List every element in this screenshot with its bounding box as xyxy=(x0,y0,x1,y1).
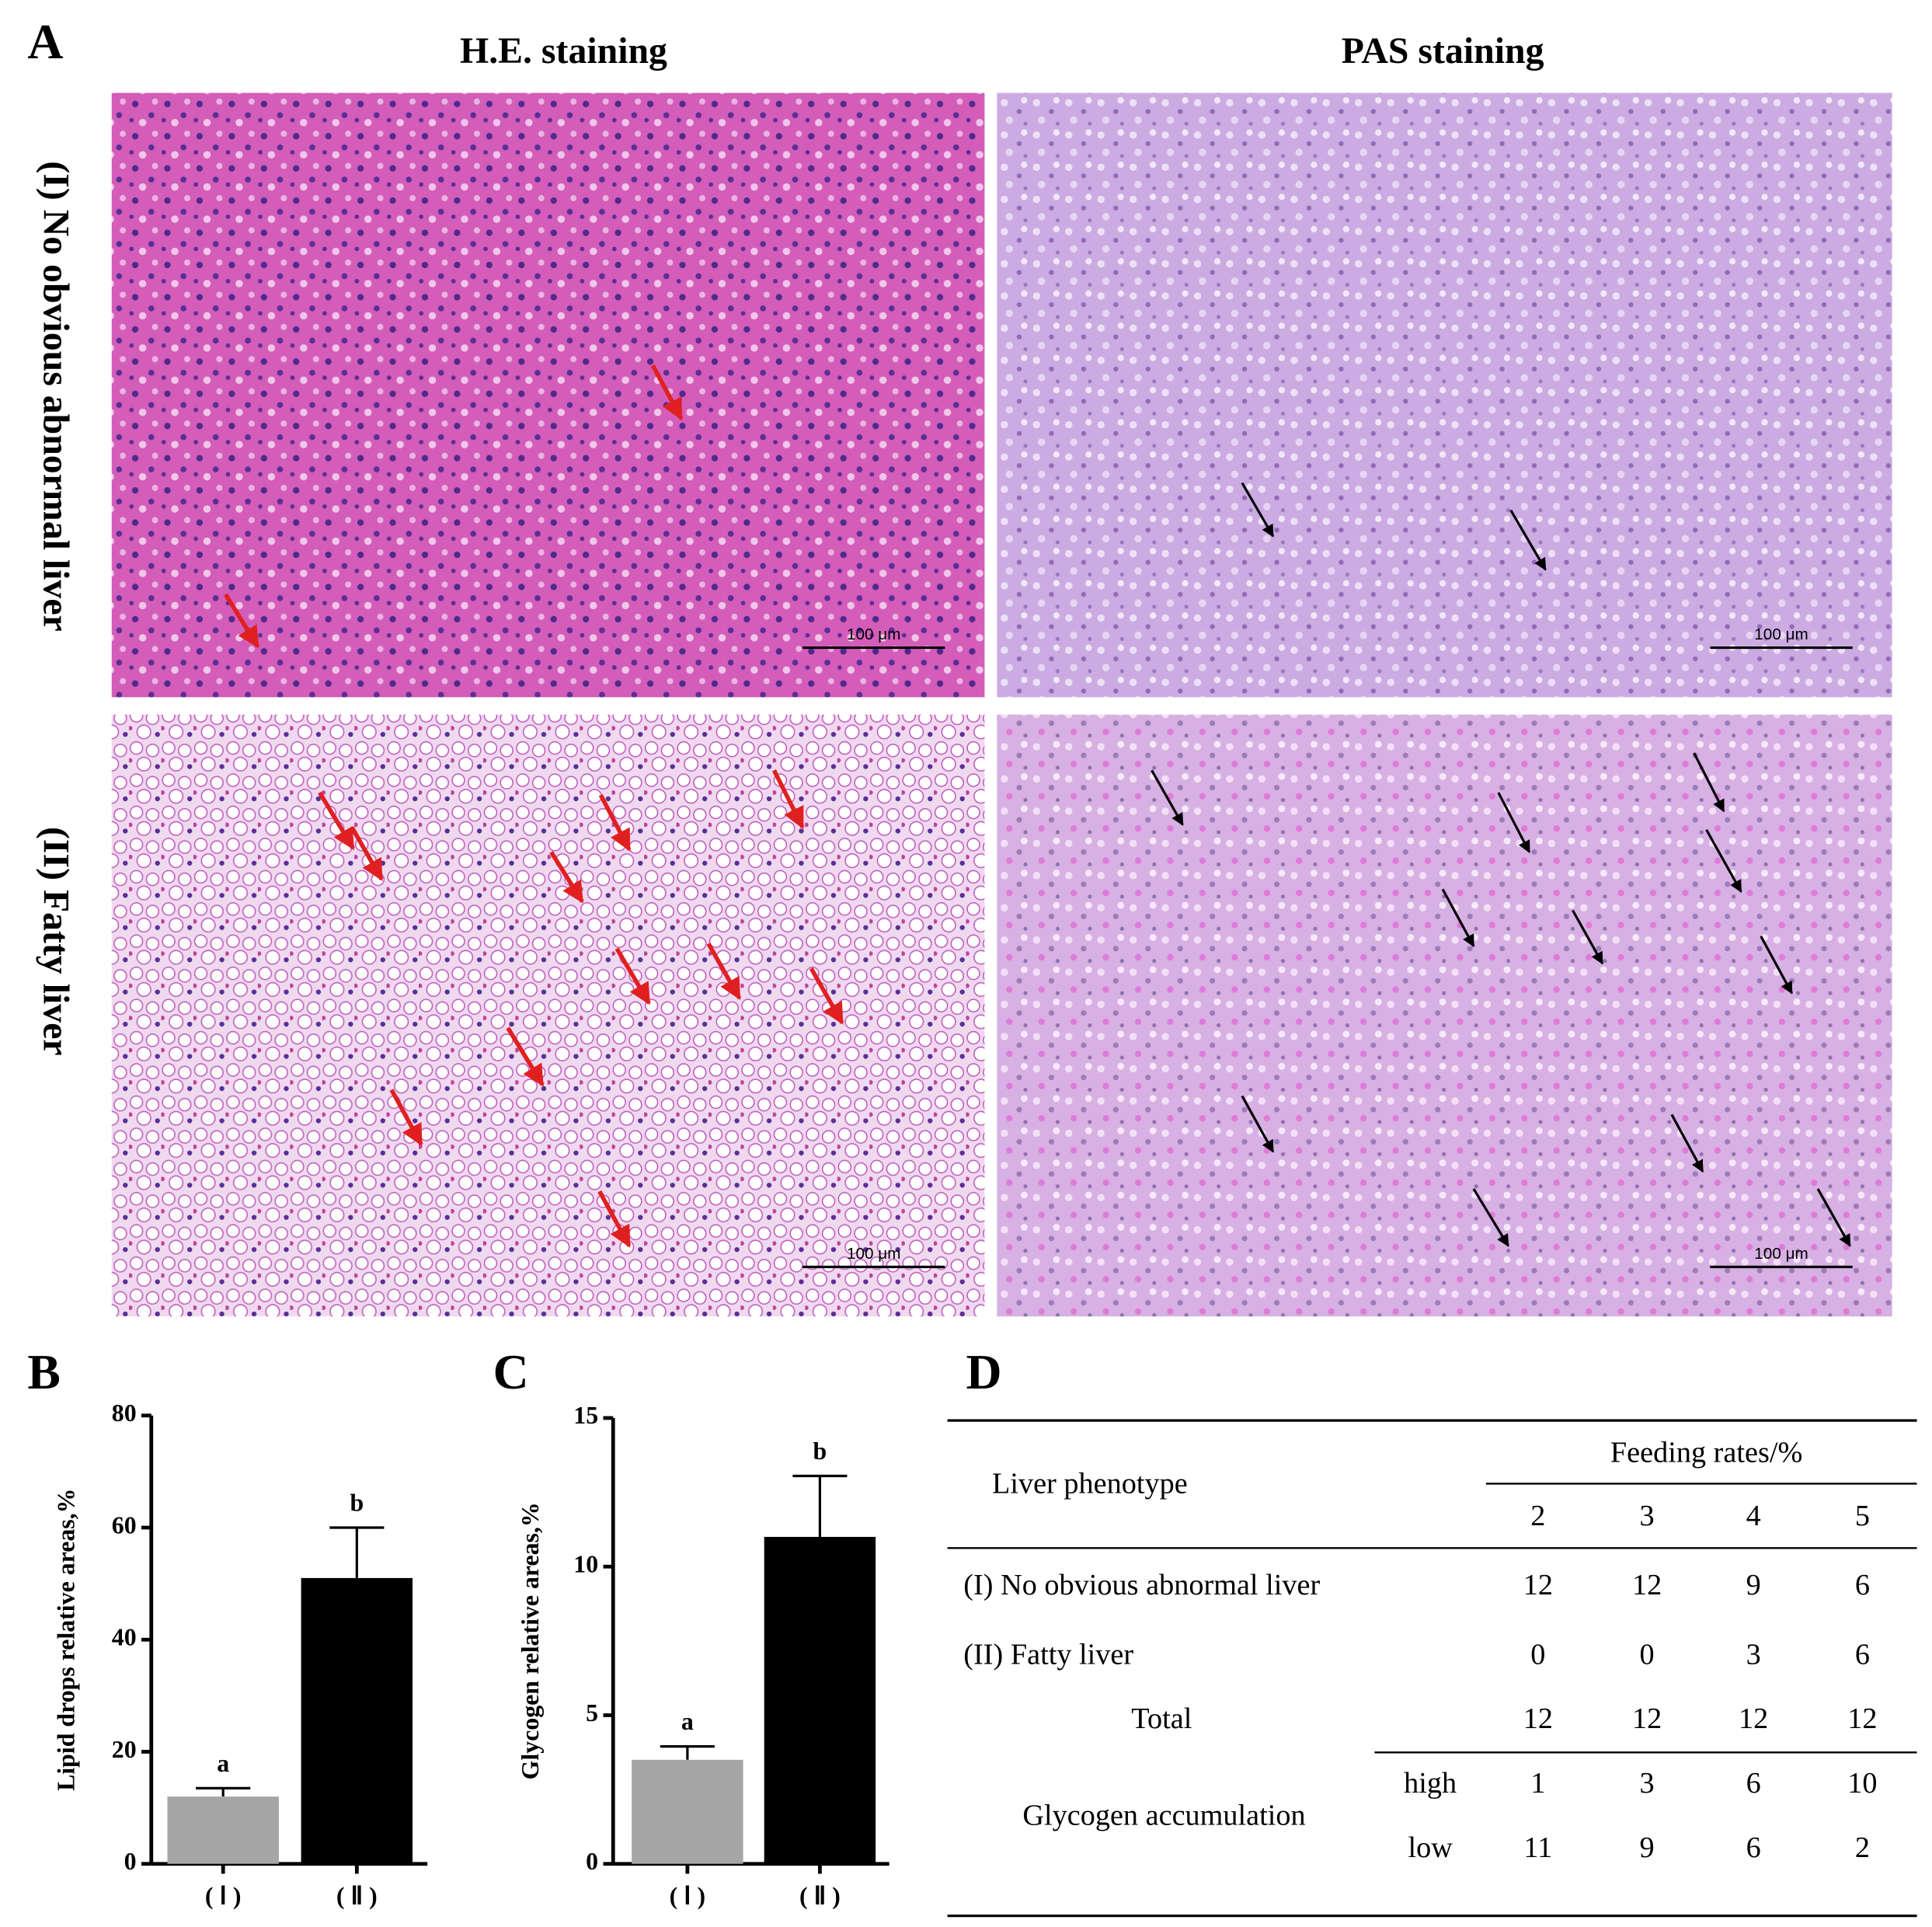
table-cell: 0 xyxy=(1530,1638,1545,1671)
row-label: (II) Fatty liver xyxy=(35,827,76,1056)
table-column: 2 xyxy=(1530,1500,1545,1532)
table-column: 3 xyxy=(1640,1500,1655,1532)
arrow xyxy=(1693,752,1725,813)
arrow xyxy=(809,967,844,1025)
arrow xyxy=(1472,1188,1509,1247)
arrow xyxy=(1816,1188,1851,1247)
panel-label: A xyxy=(27,14,63,69)
significance-label: a xyxy=(681,1708,694,1735)
x-tick-label: ( Ⅰ ) xyxy=(670,1883,706,1910)
column-title: PAS staining xyxy=(1342,30,1544,71)
table-cell: 12 xyxy=(1523,1702,1553,1735)
table-cell: 6 xyxy=(1746,1767,1761,1800)
row-label: (I) No obvious abnormal liver xyxy=(963,1569,1320,1601)
row-label: high xyxy=(1404,1767,1457,1800)
row-group-label: Glycogen accumulation xyxy=(1022,1800,1305,1832)
table-cell: 9 xyxy=(1640,1831,1655,1864)
table-group-header: Feeding rates/% xyxy=(1610,1437,1803,1469)
bar xyxy=(764,1536,876,1864)
row-label: low xyxy=(1408,1831,1453,1864)
arrow xyxy=(1509,509,1547,571)
y-tick-label: 5 xyxy=(586,1699,598,1727)
arrow xyxy=(598,793,632,852)
arrow xyxy=(706,943,742,1001)
table-cell: 12 xyxy=(1523,1569,1553,1601)
table-cell: 3 xyxy=(1746,1638,1761,1671)
y-tick-label: 20 xyxy=(112,1736,137,1763)
arrow xyxy=(1760,936,1793,995)
significance-label: a xyxy=(217,1750,229,1777)
row-label: (II) Fatty liver xyxy=(963,1638,1133,1671)
table-cell: 9 xyxy=(1746,1569,1761,1601)
table-column: 4 xyxy=(1746,1500,1761,1532)
arrow xyxy=(1241,482,1275,538)
table-cell: 2 xyxy=(1855,1831,1870,1864)
arrow xyxy=(597,1190,632,1248)
panel-label: D xyxy=(966,1344,1002,1399)
arrow xyxy=(506,1026,545,1087)
table-cell: 0 xyxy=(1640,1638,1655,1671)
table-header: Liver phenotype xyxy=(992,1467,1188,1500)
table-column: 5 xyxy=(1855,1500,1870,1532)
arrow xyxy=(614,947,651,1005)
y-tick-label: 0 xyxy=(586,1848,598,1875)
row-label: (I) No obvious abnormal liver xyxy=(35,161,76,631)
table-cell: 12 xyxy=(1632,1702,1662,1735)
bar xyxy=(632,1759,743,1864)
arrow xyxy=(1670,1113,1704,1173)
scale-bar-label: 100 μm xyxy=(1754,1245,1808,1263)
column-title: H.E. staining xyxy=(460,30,667,71)
micrograph xyxy=(997,714,1892,1317)
x-tick-label: ( Ⅱ ) xyxy=(799,1883,841,1910)
y-axis-label: Glycogen relative areas,% xyxy=(517,1502,544,1779)
significance-label: b xyxy=(350,1490,364,1517)
y-tick-label: 80 xyxy=(112,1399,137,1427)
bar xyxy=(167,1796,279,1864)
significance-label: b xyxy=(813,1437,827,1465)
y-axis-label: Lipid drops relative areas,% xyxy=(52,1489,79,1791)
row-label: Total xyxy=(1131,1702,1192,1735)
table-cell: 12 xyxy=(1847,1702,1877,1735)
table-cell: 1 xyxy=(1530,1767,1545,1800)
arrow xyxy=(389,1089,423,1147)
y-tick-label: 40 xyxy=(112,1624,137,1651)
micrograph xyxy=(997,92,1892,698)
arrow xyxy=(1705,829,1742,893)
arrow xyxy=(771,769,805,830)
scale-bar-label: 100 μm xyxy=(847,625,900,643)
table-cell: 10 xyxy=(1847,1767,1877,1800)
table-cell: 6 xyxy=(1855,1569,1870,1601)
x-tick-label: ( Ⅱ ) xyxy=(336,1883,378,1910)
scale-bar-label: 100 μm xyxy=(1754,625,1808,643)
y-tick-label: 15 xyxy=(573,1402,598,1429)
arrow xyxy=(224,593,260,649)
arrow xyxy=(1241,1095,1275,1153)
table-cell: 3 xyxy=(1640,1767,1655,1800)
x-tick-label: ( Ⅰ ) xyxy=(205,1883,242,1910)
y-tick-label: 0 xyxy=(124,1848,137,1875)
panel-label: B xyxy=(27,1344,61,1399)
micrograph xyxy=(111,714,985,1317)
y-tick-label: 60 xyxy=(112,1511,137,1538)
table-cell: 6 xyxy=(1855,1638,1870,1671)
arrow xyxy=(1150,769,1184,826)
scale-bar-label: 100 μm xyxy=(847,1245,900,1263)
table-cell: 11 xyxy=(1523,1831,1552,1864)
y-tick-label: 10 xyxy=(573,1551,598,1578)
micrograph xyxy=(111,92,985,698)
table-cell: 6 xyxy=(1746,1831,1761,1864)
arrow xyxy=(318,791,355,851)
table-cell: 12 xyxy=(1739,1702,1768,1735)
arrow xyxy=(350,826,384,882)
arrow xyxy=(549,851,584,904)
arrow xyxy=(1572,909,1604,965)
arrow xyxy=(1441,888,1475,948)
arrow xyxy=(650,364,684,421)
table-cell: 12 xyxy=(1632,1569,1662,1601)
bar xyxy=(301,1577,413,1864)
arrow xyxy=(1497,792,1531,853)
panel-label: C xyxy=(493,1344,529,1399)
